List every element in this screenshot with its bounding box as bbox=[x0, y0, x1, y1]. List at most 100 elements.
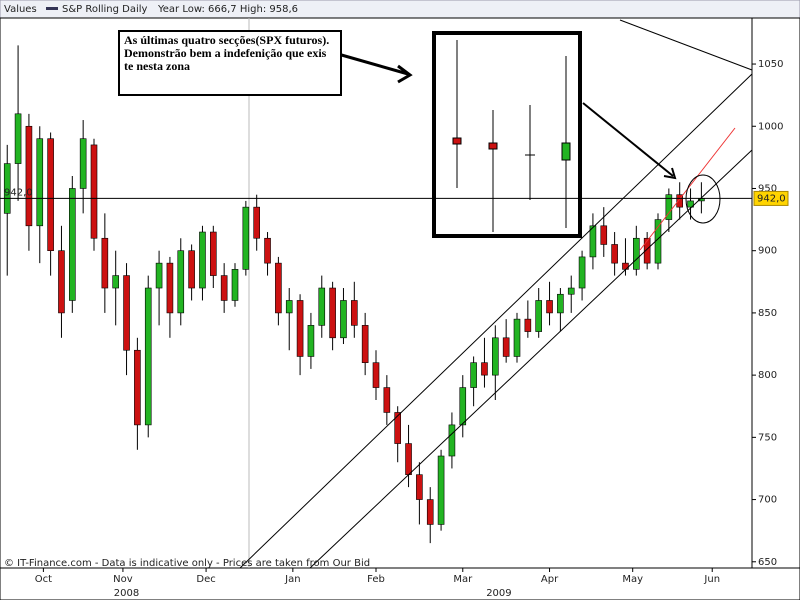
x-tick-label: Mar bbox=[453, 574, 473, 585]
candle-body bbox=[134, 349, 141, 426]
candle-body bbox=[361, 325, 369, 363]
candle-body bbox=[643, 237, 651, 264]
x-tick-label: Feb bbox=[367, 574, 385, 585]
candle-body bbox=[90, 144, 98, 239]
candle-body bbox=[383, 387, 391, 413]
candle-body bbox=[220, 275, 228, 301]
y-tick-label: 950 bbox=[758, 183, 777, 194]
candle-body bbox=[58, 250, 65, 314]
candle-body bbox=[199, 231, 206, 289]
candle-body bbox=[123, 275, 130, 351]
candle-body bbox=[296, 300, 304, 357]
candle-body bbox=[470, 362, 477, 388]
candle-body bbox=[633, 237, 640, 270]
y-tick-label: 1000 bbox=[758, 121, 783, 132]
candle-body bbox=[210, 231, 217, 276]
candle-body bbox=[188, 250, 195, 289]
candle-body bbox=[36, 138, 44, 227]
plot bbox=[3, 45, 705, 544]
candle-body bbox=[622, 262, 629, 270]
candle-body bbox=[676, 194, 683, 208]
candle-body bbox=[285, 300, 293, 314]
candle-body bbox=[481, 362, 488, 376]
footer: © IT-Finance.com - Data is indicative on… bbox=[4, 558, 370, 569]
candle-body bbox=[25, 125, 33, 227]
year-label: 2009 bbox=[486, 588, 511, 599]
candle-body bbox=[600, 225, 608, 245]
candle-body bbox=[394, 412, 401, 444]
candle-body bbox=[578, 256, 586, 289]
x-tick-label: Jun bbox=[703, 574, 720, 585]
x-tick-label: Nov bbox=[113, 574, 133, 585]
candle-body bbox=[524, 318, 532, 332]
range-text: Year Low: 666,7 High: 958,6 bbox=[157, 4, 298, 15]
candle-body bbox=[513, 318, 521, 357]
y-tick-label: 900 bbox=[758, 246, 777, 257]
last-price-tag: 942,0 bbox=[4, 187, 33, 198]
candle-body bbox=[372, 362, 380, 388]
candle-body bbox=[416, 474, 423, 500]
candle-body bbox=[459, 387, 467, 426]
year-label: 2008 bbox=[114, 588, 139, 599]
candle-body bbox=[351, 300, 358, 326]
candle-body bbox=[264, 237, 271, 264]
candle-body bbox=[448, 424, 456, 457]
x-tick-label: Jan bbox=[284, 574, 300, 585]
candle-body bbox=[557, 293, 564, 314]
candle-body bbox=[144, 287, 152, 426]
candle-body bbox=[14, 113, 22, 164]
candle-body bbox=[492, 337, 499, 376]
candle-body bbox=[231, 269, 239, 301]
y-tick-label: 1050 bbox=[758, 59, 783, 70]
last-price-box bbox=[753, 190, 789, 206]
candle-body bbox=[307, 325, 315, 357]
channel-lines bbox=[239, 19, 753, 569]
x-tick-label: Oct bbox=[35, 574, 52, 585]
candle-body bbox=[3, 163, 11, 214]
candle-body bbox=[79, 138, 87, 189]
candle-body bbox=[426, 499, 434, 525]
arrows bbox=[337, 52, 677, 180]
candle-body bbox=[567, 287, 575, 295]
plot-area bbox=[0, 17, 753, 569]
candle-body bbox=[101, 237, 109, 289]
y-tick-label: 650 bbox=[758, 557, 777, 568]
last-price-label: 942,0 bbox=[757, 193, 786, 204]
candle-body bbox=[242, 206, 250, 270]
legend-label: S&P Rolling Daily bbox=[62, 4, 148, 15]
candle-body bbox=[502, 337, 510, 357]
x-tick-label: Apr bbox=[541, 574, 559, 585]
inset-box bbox=[432, 31, 582, 238]
y-tick-label: 800 bbox=[758, 370, 777, 381]
candle-body bbox=[69, 188, 76, 301]
candle-body bbox=[112, 275, 119, 289]
candle-body bbox=[437, 455, 445, 525]
candle-body bbox=[253, 206, 260, 239]
y-tick-label: 750 bbox=[758, 432, 777, 443]
candle-body bbox=[611, 244, 618, 264]
x-tick-label: Dec bbox=[196, 574, 215, 585]
y-tick-label: 850 bbox=[758, 308, 777, 319]
candle-body bbox=[177, 250, 185, 314]
candle-body bbox=[166, 262, 174, 314]
candle-body bbox=[405, 443, 412, 475]
x-tick-label: May bbox=[622, 574, 643, 585]
candle-body bbox=[589, 225, 597, 258]
candle-body bbox=[155, 262, 163, 289]
y-axis-area bbox=[751, 17, 800, 569]
annotation: As últimas quatro secções(SPX futuros). … bbox=[118, 30, 342, 96]
candle-body bbox=[329, 287, 336, 339]
y-tick-label: 700 bbox=[758, 495, 777, 506]
candle-body bbox=[340, 300, 347, 339]
candle-body bbox=[47, 138, 54, 251]
candle-body bbox=[275, 262, 282, 314]
candle-body bbox=[665, 194, 673, 220]
candle-body bbox=[535, 300, 542, 332]
candle-body bbox=[546, 300, 553, 314]
legend-swatch bbox=[46, 7, 58, 10]
candle-body bbox=[318, 287, 326, 326]
header-label: Values bbox=[4, 4, 37, 15]
candle-body bbox=[687, 200, 694, 208]
